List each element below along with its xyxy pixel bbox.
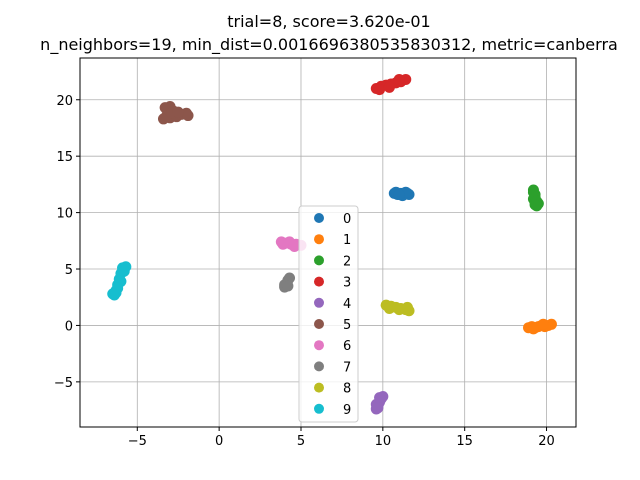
- legend-label: 5: [343, 318, 351, 333]
- data-point: [383, 81, 395, 93]
- legend-marker: [314, 234, 324, 245]
- y-tick-label: 15: [56, 150, 73, 165]
- data-point: [107, 288, 119, 300]
- legend-marker: [314, 382, 324, 393]
- y-tick-label: 5: [65, 263, 73, 278]
- data-point: [537, 318, 549, 330]
- series-7: [279, 272, 296, 293]
- x-tick-label: 20: [538, 434, 555, 449]
- data-point: [374, 392, 386, 404]
- legend-marker: [314, 213, 324, 223]
- chart-title: trial=8, score=3.620e-01: [227, 12, 430, 31]
- x-axis-ticks: −5 0 5 10 15 20: [128, 427, 555, 449]
- x-tick-label: 5: [297, 434, 305, 449]
- series-1: [523, 318, 557, 335]
- y-tick-label: −5: [54, 376, 73, 391]
- series-0: [388, 186, 415, 202]
- legend-marker: [314, 255, 324, 266]
- series-2: [527, 184, 544, 212]
- x-tick-label: 15: [456, 434, 473, 449]
- legend-label: 1: [343, 233, 351, 248]
- x-tick-label: 0: [215, 434, 223, 449]
- series-9: [107, 261, 132, 301]
- legend-label: 2: [343, 254, 351, 269]
- data-point: [527, 323, 539, 335]
- data-point: [527, 186, 539, 198]
- legend-label: 6: [343, 339, 351, 354]
- data-point: [545, 318, 557, 330]
- y-tick-label: 20: [56, 94, 73, 109]
- y-tick-label: 0: [65, 319, 73, 334]
- y-axis-ticks: −5 0 5 10 15 20: [54, 94, 80, 391]
- x-tick-label: −5: [128, 434, 147, 449]
- legend-box: [298, 205, 359, 423]
- legend-label: 8: [343, 382, 351, 397]
- plot-frame: [79, 57, 577, 428]
- data-point: [374, 84, 386, 96]
- y-tick-label: 10: [56, 207, 73, 222]
- legend-marker: [314, 319, 324, 329]
- legend-label: 0: [343, 212, 351, 227]
- data-point: [172, 106, 184, 118]
- legend-marker: [314, 403, 324, 414]
- x-tick-label: 10: [375, 434, 392, 449]
- legend-marker: [314, 361, 324, 372]
- series-4: [370, 391, 389, 415]
- series-3: [370, 73, 412, 96]
- legend-marker: [314, 340, 324, 351]
- series-8: [380, 299, 415, 317]
- data-point: [401, 301, 413, 313]
- data-point: [393, 73, 405, 85]
- legend-label: 7: [343, 360, 351, 375]
- data-point: [282, 280, 294, 292]
- data-point: [529, 199, 541, 211]
- data-point: [118, 265, 130, 277]
- data-point: [288, 240, 300, 252]
- legend-label: 3: [343, 276, 351, 291]
- legend-label: 4: [343, 297, 351, 312]
- legend: 0 1 2 3 4 5 6 7 8 9: [298, 205, 359, 423]
- chart-subtitle: n_neighbors=19, min_dist=0.0016696380535…: [40, 35, 618, 55]
- data-point: [182, 110, 194, 122]
- legend-marker: [314, 276, 324, 287]
- legend-marker: [314, 297, 324, 308]
- legend-label: 9: [343, 403, 351, 418]
- data-point: [277, 238, 289, 250]
- data-point: [383, 303, 395, 315]
- series-5: [157, 101, 194, 125]
- data-point: [393, 189, 405, 201]
- data-point: [372, 402, 384, 414]
